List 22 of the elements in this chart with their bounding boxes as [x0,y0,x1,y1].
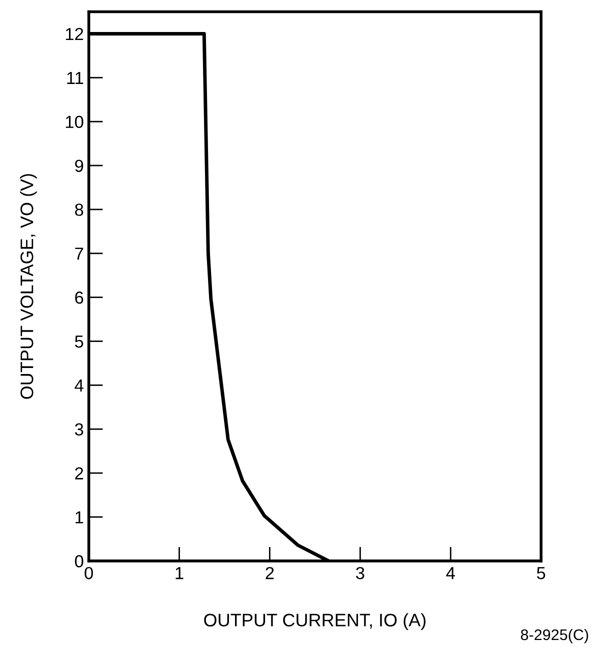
y-tick-label: 2 [75,467,84,480]
y-tick-label: 7 [75,248,84,260]
x-axis-title: OUTPUT CURRENT, IO (A) [204,613,426,630]
y-tick-label: 6 [75,291,84,304]
y-tick-label: 4 [74,380,84,392]
y-axis-title: OUTPUT VOLTAGE, VO (V) [20,174,37,399]
text: 8-2925(C) [520,628,588,644]
y-tick-label: 12 [66,28,84,40]
y-tick-label: 0 [74,555,84,568]
x-tick-label: 2 [266,566,274,580]
x-tick-label: 4 [446,567,455,580]
x-tick-label: 1 [176,567,184,580]
x-tick-label: 0 [84,566,93,580]
y-tick-label: 10 [66,116,84,128]
y-tick-label: 11 [67,72,84,84]
y-tick-label: 8 [75,204,84,216]
x-tick-label: 5 [536,567,546,580]
y-tick-label: 9 [75,160,84,172]
x-tick-label: 3 [356,566,364,580]
y-tick-label: 1 [76,511,84,524]
y-tick-label: 5 [74,336,84,348]
y-tick-label: 3 [74,423,84,436]
